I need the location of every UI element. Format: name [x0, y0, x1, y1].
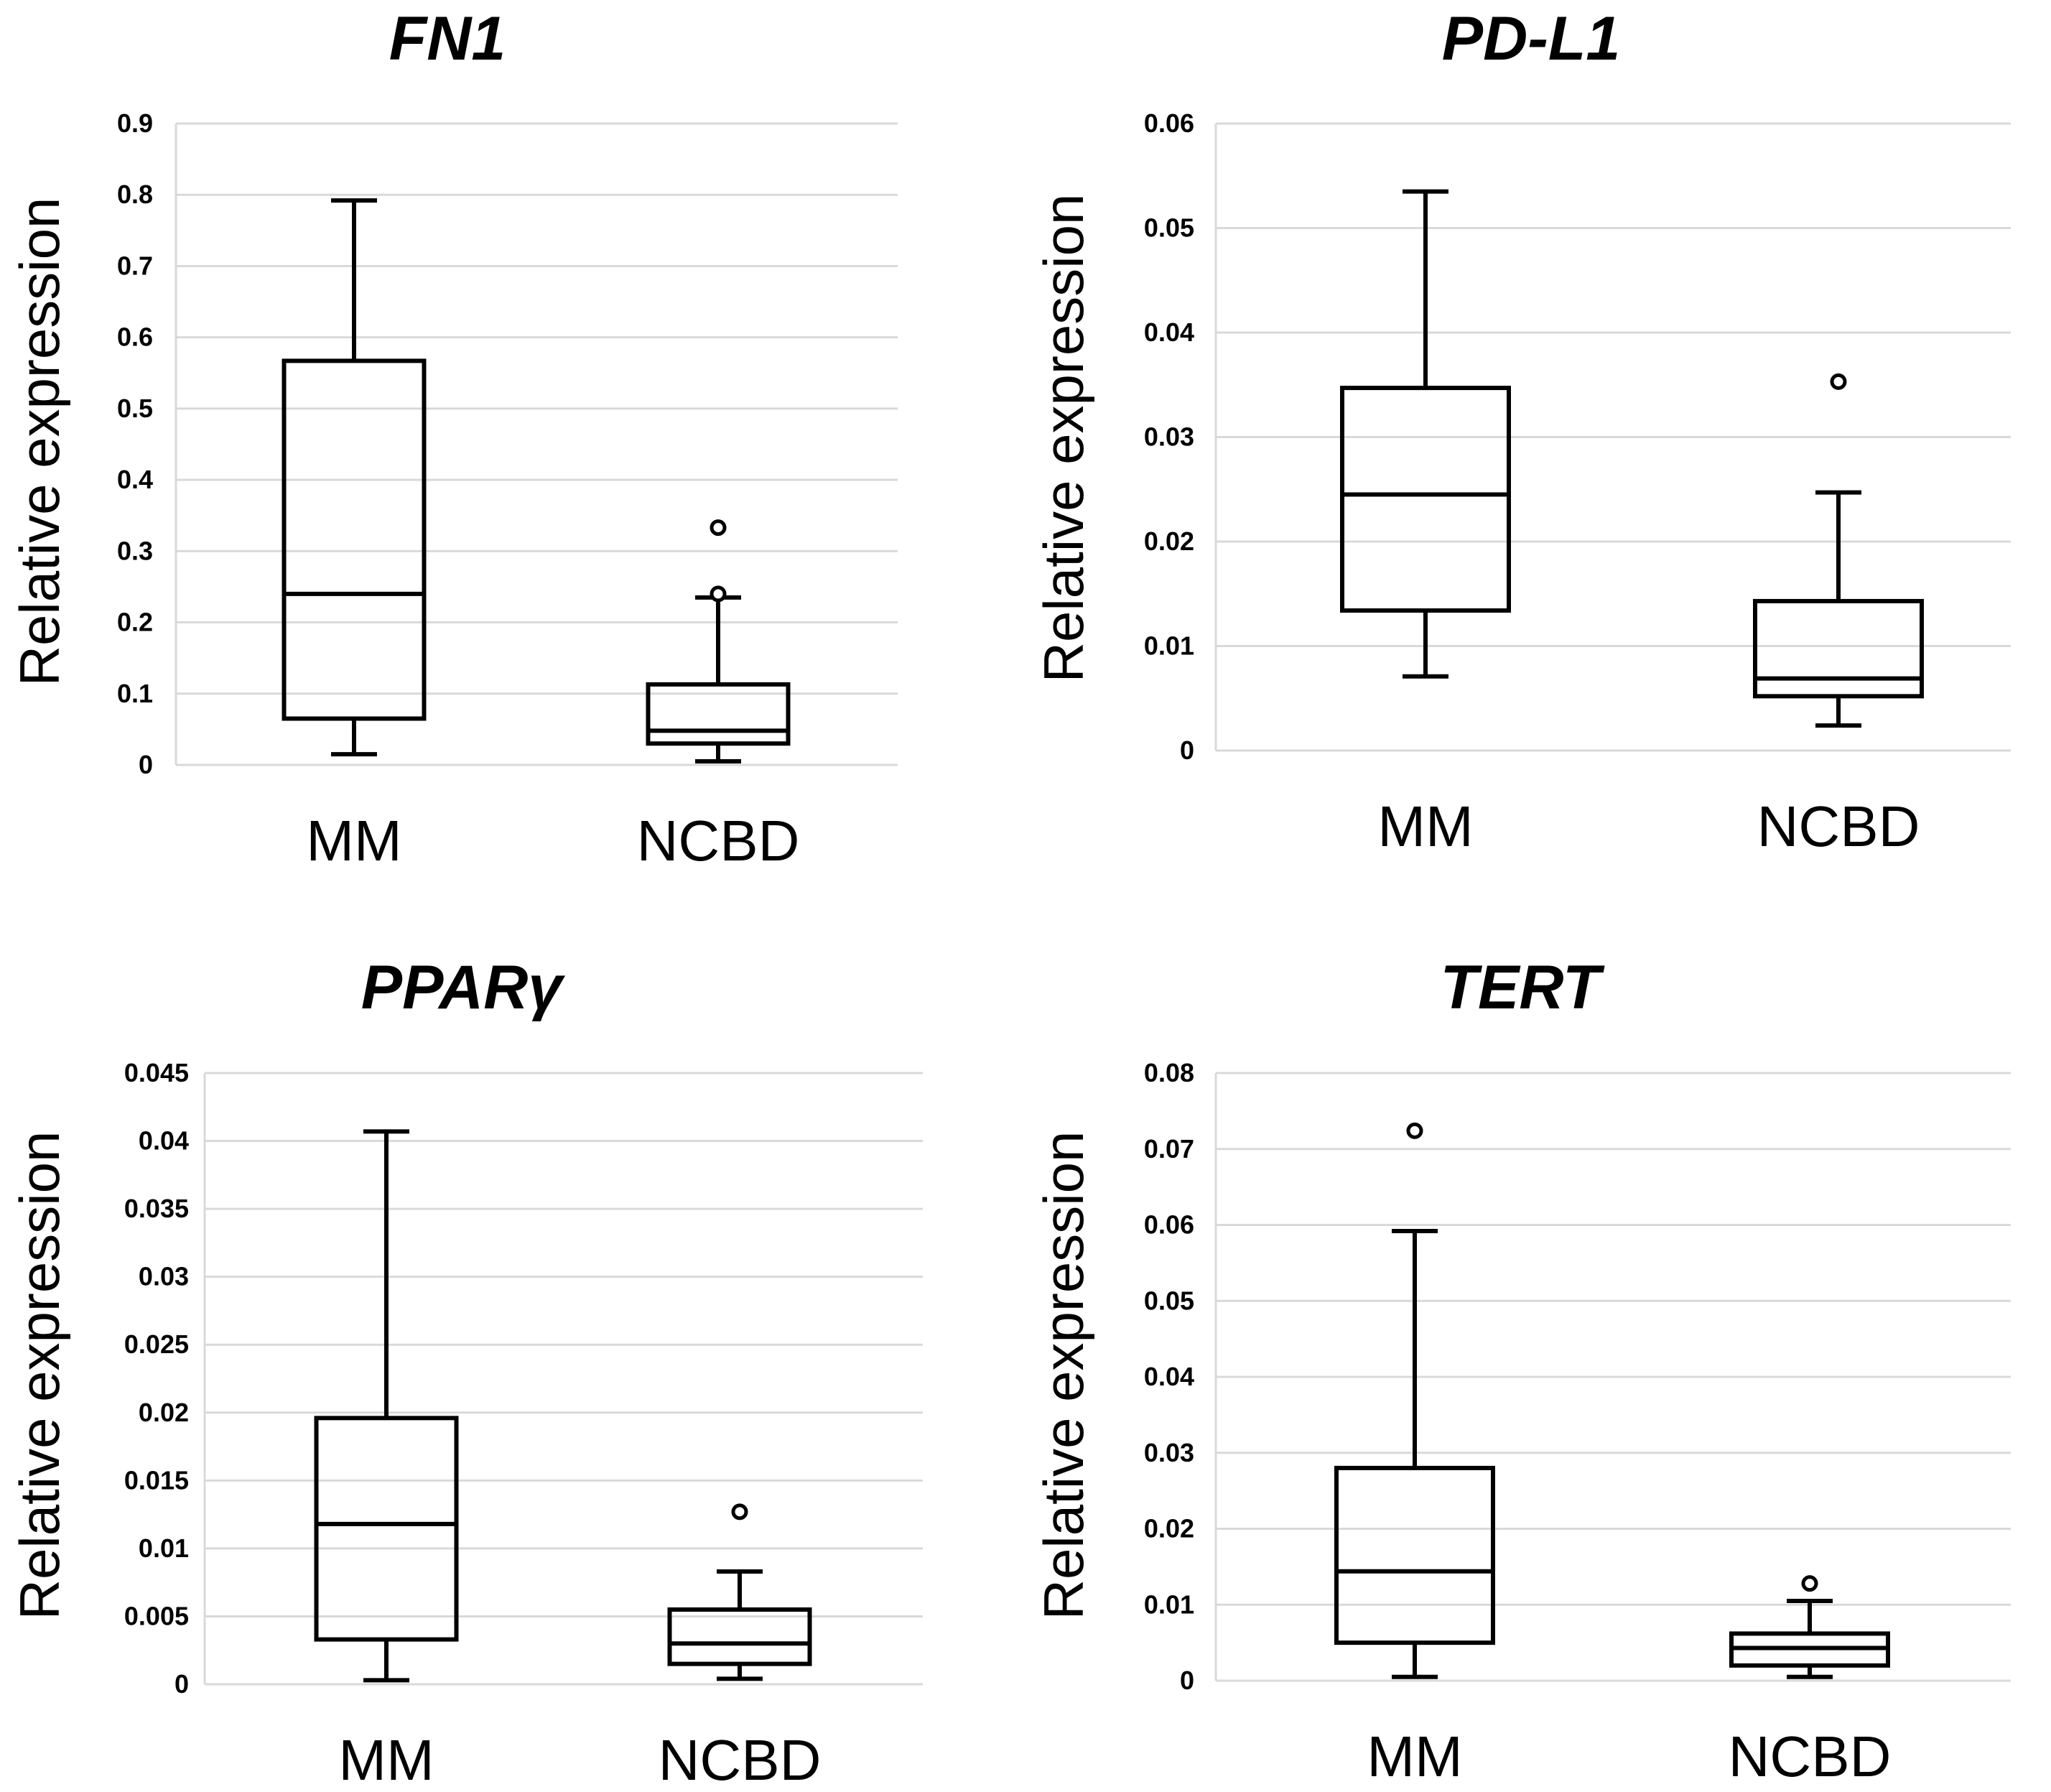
y-tick-label: 0 [1180, 1666, 1194, 1695]
x-tick-label: MM [1377, 794, 1473, 858]
y-tick-label: 0.005 [124, 1601, 189, 1630]
box-mm [1340, 386, 1511, 613]
y-tick-label: 0.02 [1144, 526, 1194, 556]
y-tick-label: 0.6 [117, 322, 153, 352]
box-ncbd [667, 1607, 812, 1666]
x-tick-label: NCBD [1729, 1724, 1892, 1788]
box-mm [1334, 1465, 1495, 1645]
y-tick-label: 0.015 [124, 1465, 189, 1495]
y-tick-label: 0.4 [117, 465, 153, 494]
box-ncbd [646, 682, 791, 746]
chart-title: PD-L1 [1442, 4, 1620, 73]
y-axis-label: Relative expression [1032, 1131, 1095, 1620]
y-tick-label: 0.3 [117, 536, 153, 565]
outlier-point [1406, 1122, 1423, 1139]
y-tick-label: 0.2 [117, 608, 153, 637]
y-tick-label: 0.04 [1144, 317, 1194, 347]
y-tick-label: 0 [175, 1669, 189, 1699]
y-tick-label: 0.04 [139, 1126, 189, 1156]
box-mm [282, 358, 427, 721]
x-tick-label: MM [306, 809, 401, 873]
y-tick-label: 0.05 [1144, 213, 1194, 243]
y-tick-label: 0.01 [1144, 631, 1194, 661]
y-tick-label: 0.03 [1144, 1438, 1194, 1467]
outlier-point [710, 585, 727, 603]
y-tick-label: 0.045 [124, 1058, 189, 1087]
outlier-point [710, 519, 727, 537]
y-tick-label: 0.02 [1144, 1514, 1194, 1543]
y-tick-label: 0.9 [117, 108, 153, 138]
chart-panel-fn1: FN1 Relative expression 0 0.1 0.2 0.3 0.4 0.5… [8, 4, 898, 873]
y-tick-label: 0 [1180, 735, 1194, 765]
box-mm [314, 1416, 459, 1642]
y-tick-label: 0.04 [1144, 1362, 1194, 1391]
y-axis-label: Relative expression [8, 1131, 71, 1620]
chart-title: TERT [1441, 953, 1605, 1022]
outlier-point [731, 1503, 748, 1521]
y-tick-label: 0.1 [117, 679, 153, 708]
outlier-point [1801, 1575, 1818, 1592]
chart-title: FN1 [389, 4, 506, 73]
y-tick-label: 0.01 [1144, 1589, 1194, 1619]
y-tick-label: 0.05 [1144, 1286, 1194, 1315]
chart-panel-ppar-gamma: PPARγ Relative expression 0 0.005 0.01 0.01… [8, 953, 923, 1792]
y-tick-label: 0 [139, 750, 153, 779]
y-tick-label: 0.035 [124, 1194, 189, 1223]
x-tick-label: MM [1367, 1724, 1462, 1788]
y-tick-label: 0.5 [117, 394, 153, 423]
x-tick-label: MM [338, 1728, 434, 1792]
chart-panel-pd-l1: PD-L1 Relative expression 0 0.01 0.02 0.03 0… [1032, 4, 2011, 858]
y-tick-label: 0.06 [1144, 108, 1194, 138]
chart-title: PPARγ [361, 953, 566, 1022]
outlier-point [1830, 373, 1847, 390]
y-tick-label: 0.03 [1144, 422, 1194, 452]
x-tick-label: NCBD [637, 809, 800, 873]
y-tick-label: 0.025 [124, 1329, 189, 1359]
y-tick-label: 0.06 [1144, 1210, 1194, 1240]
x-tick-label: NCBD [1757, 794, 1920, 858]
box-ncbd [1753, 598, 1924, 699]
y-tick-label: 0.03 [139, 1262, 189, 1291]
y-axis-label: Relative expression [1032, 194, 1095, 683]
y-tick-label: 0.01 [139, 1533, 189, 1563]
y-tick-label: 0.8 [117, 180, 153, 209]
y-axis-label: Relative expression [8, 198, 71, 687]
y-tick-label: 0.08 [1144, 1058, 1194, 1087]
y-tick-label: 0.7 [117, 251, 153, 280]
x-tick-label: NCBD [659, 1728, 822, 1792]
y-tick-label: 0.07 [1144, 1134, 1194, 1164]
y-tick-label: 0.02 [139, 1398, 189, 1427]
chart-panel-tert: TERT Relative expression 0 0.01 0.02 0.03 0.… [1032, 953, 2011, 1788]
